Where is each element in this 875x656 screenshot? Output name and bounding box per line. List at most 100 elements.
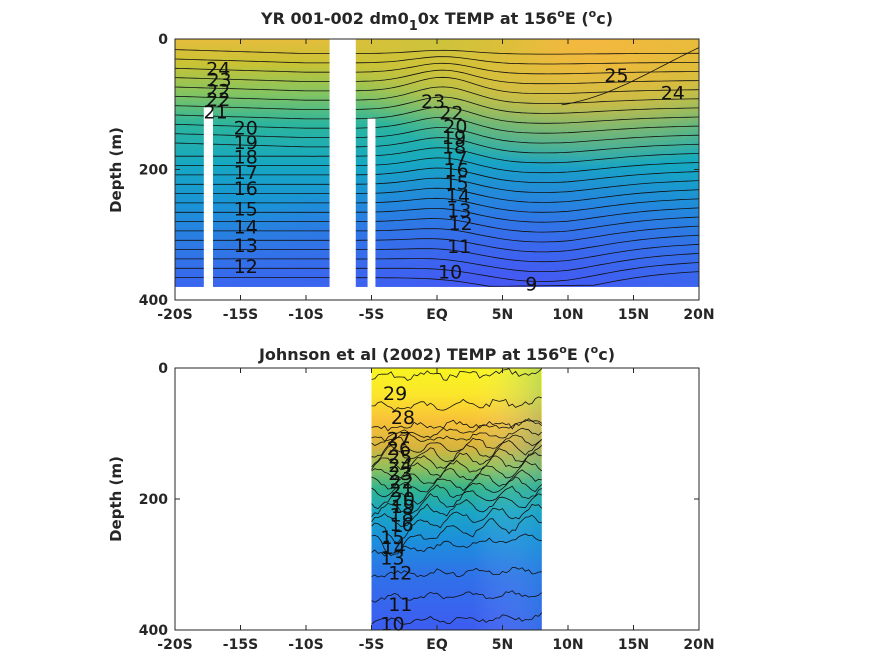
- chart-panel-model: YR 001-002 dm010x TEMP at 156oE (oc) 24 2…: [107, 7, 715, 323]
- isotherm-line: [174, 62, 700, 75]
- isotherm-line: [371, 566, 542, 578]
- isotherm-line: [174, 116, 700, 134]
- isotherm-lines: [174, 47, 700, 287]
- isotherm-label: 10: [438, 261, 462, 283]
- isotherm-label: 15: [380, 527, 404, 549]
- isotherm-line: [371, 590, 543, 603]
- isotherm-label: 21: [390, 480, 414, 502]
- isotherm-label: 23: [388, 463, 412, 485]
- isotherm-label: 9: [525, 274, 537, 296]
- isotherm-label: 24: [206, 58, 230, 80]
- isotherm-label: 29: [383, 383, 407, 405]
- isotherm-line: [175, 187, 700, 203]
- x-tick-label: -15S: [223, 307, 258, 323]
- y-tick-label: 0: [158, 32, 168, 48]
- isotherm-label: 17: [234, 162, 258, 184]
- isotherm-label: 16: [390, 514, 414, 536]
- chart-title-part: o: [559, 343, 567, 356]
- isotherm-label: 13: [447, 200, 471, 222]
- isotherm-line: [371, 445, 543, 471]
- isotherm-label: 22: [439, 103, 463, 125]
- x-tick-label: 5N: [492, 637, 513, 653]
- y-axis-label: Depth (m): [107, 456, 125, 542]
- chart-title-part: c): [598, 345, 615, 364]
- x-tick-label: -5S: [359, 637, 385, 653]
- isotherm-label: 16: [445, 160, 469, 182]
- isotherm-line: [175, 271, 700, 287]
- isotherm-label: 19: [391, 496, 415, 518]
- x-axis: -20S -15S -10S -5S EQ 5N 10N 15N 20N: [157, 39, 715, 323]
- isotherm-label: 27: [387, 429, 411, 451]
- isotherm-line: [174, 56, 699, 65]
- isotherm-line: [371, 439, 543, 468]
- chart-title: YR 001-002 dm010x TEMP at 156oE (oc): [260, 7, 613, 34]
- chart-title-part: 0x TEMP at 156: [418, 9, 558, 28]
- isotherm-line: [371, 427, 543, 446]
- x-axis: -20S -15S -10S -5S EQ 5N 10N 15N 20N: [157, 368, 715, 653]
- isotherm-label: 24: [661, 83, 685, 105]
- isotherm-line: [174, 106, 700, 124]
- isotherm-label: 18: [442, 137, 466, 159]
- isotherm-label: 17: [443, 148, 467, 170]
- isotherm-line: [371, 514, 542, 556]
- x-tick-label: 10N: [552, 637, 583, 653]
- x-tick-label: EQ: [426, 307, 448, 323]
- isotherm-label: 20: [443, 116, 467, 138]
- x-tick-label: 5N: [492, 307, 513, 323]
- chart-panel-observed: Johnson et al (2002) TEMP at 156oE (oc) …: [107, 343, 715, 653]
- isotherm-line: [175, 147, 700, 164]
- isotherm-label: 15: [234, 199, 258, 221]
- x-tick-label: -5S: [359, 307, 385, 323]
- isotherm-line: [174, 127, 700, 144]
- isotherm-label: 11: [388, 594, 412, 616]
- isotherm-line: [371, 612, 543, 625]
- x-tick-label: 20N: [683, 307, 714, 323]
- chart-title-part: c): [596, 9, 613, 28]
- isotherm-line: [371, 469, 542, 498]
- isotherm-label: 18: [234, 146, 258, 168]
- isotherm-label: 19: [234, 132, 258, 154]
- isotherm-line: [371, 485, 543, 517]
- isotherm-label: 25: [388, 446, 412, 468]
- y-axis: 0 200 400: [139, 32, 699, 309]
- temperature-field-east-shade: [371, 368, 541, 630]
- isotherm-label: 26: [387, 438, 411, 460]
- isotherm-line: [175, 253, 700, 273]
- isotherm-label: 11: [447, 236, 471, 258]
- isotherm-line: [371, 419, 543, 442]
- isotherm-line: [371, 503, 543, 544]
- chart-title-part: E (: [565, 9, 589, 28]
- isotherm-line: [561, 47, 700, 106]
- chart-title-part: o: [557, 7, 565, 20]
- isotherm-line: [175, 243, 700, 263]
- isotherm-label: 19: [442, 127, 466, 149]
- x-tick-label: -10S: [288, 637, 323, 653]
- isotherm-line: [175, 167, 700, 183]
- isotherm-line: [371, 476, 543, 510]
- isotherm-label: 21: [204, 101, 228, 123]
- isotherm-line: [175, 262, 700, 282]
- isotherm-line: [175, 234, 700, 253]
- isotherm-line: [174, 137, 700, 154]
- isotherm-line: [175, 177, 700, 193]
- missing-data-band: [367, 118, 376, 300]
- isotherm-line: [371, 452, 542, 480]
- x-tick-label: 15N: [618, 637, 649, 653]
- isotherm-line: [371, 396, 542, 412]
- y-tick-label: 400: [139, 293, 168, 309]
- chart-title-part: o: [589, 7, 597, 20]
- isotherm-label: 14: [382, 537, 406, 559]
- y-tick-label: 0: [158, 361, 168, 377]
- chart-title: Johnson et al (2002) TEMP at 156oE (oc): [258, 343, 615, 364]
- isotherm-line: [175, 225, 700, 243]
- y-tick-label: 400: [139, 623, 168, 639]
- x-tick-label: -15S: [223, 637, 258, 653]
- isotherm-label: 10: [380, 613, 404, 635]
- x-tick-label: EQ: [426, 637, 448, 653]
- chart-title-part: E (: [567, 345, 591, 364]
- isotherm-label: 20: [234, 118, 258, 140]
- isotherm-label: 20: [391, 488, 415, 510]
- isotherm-label: 13: [234, 235, 258, 257]
